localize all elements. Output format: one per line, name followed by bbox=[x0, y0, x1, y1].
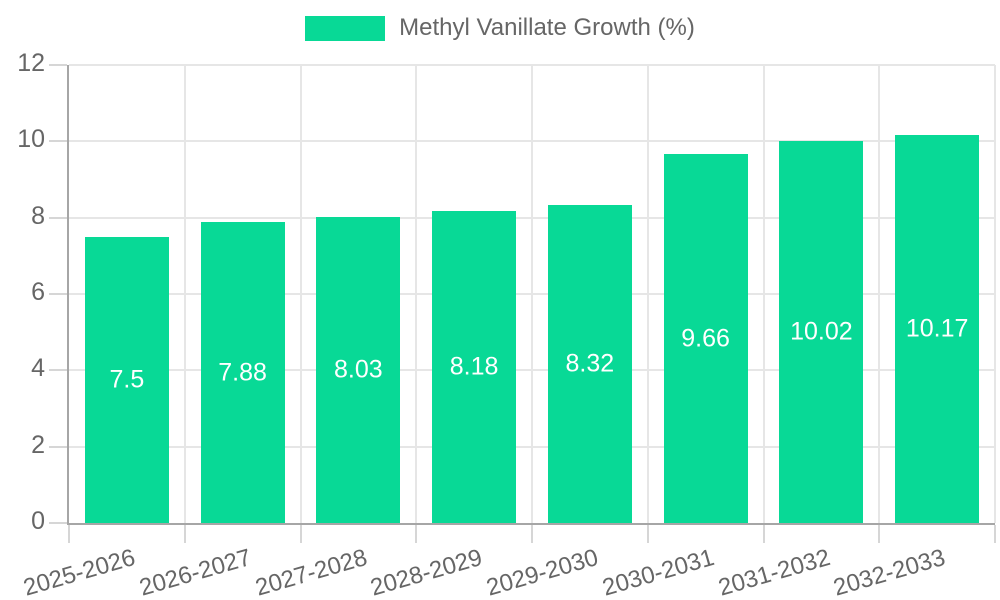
x-axis-label: 2028-2029 bbox=[367, 544, 486, 600]
x-axis-label: 2026-2027 bbox=[136, 544, 255, 600]
gridline-vertical bbox=[183, 65, 186, 523]
x-axis-tick bbox=[646, 525, 649, 543]
bar[interactable]: 8.18 bbox=[432, 210, 517, 523]
legend-label: Methyl Vanillate Growth (%) bbox=[399, 14, 695, 41]
x-axis-tick bbox=[415, 525, 418, 543]
y-axis-label: 4 bbox=[31, 354, 45, 383]
x-axis-tick bbox=[183, 525, 186, 543]
gridline-vertical bbox=[878, 65, 881, 523]
y-axis-tick bbox=[49, 140, 67, 143]
bar[interactable]: 8.03 bbox=[316, 216, 401, 523]
bar-value-label: 10.17 bbox=[905, 314, 969, 343]
x-axis-tick bbox=[68, 525, 70, 543]
y-axis-tick bbox=[49, 216, 67, 219]
x-axis-label: 2027-2028 bbox=[252, 544, 370, 600]
bar[interactable]: 7.88 bbox=[200, 222, 285, 523]
y-axis-label: 0 bbox=[31, 507, 45, 536]
x-axis-tick bbox=[762, 525, 765, 543]
y-axis-label: 6 bbox=[31, 278, 45, 307]
y-axis-tick bbox=[49, 293, 67, 295]
gridline-vertical bbox=[646, 65, 649, 523]
y-axis-tick bbox=[49, 369, 67, 372]
plot-area: 0 2 4 6 8 10 12 2025-2026 2026-2027 2027-2028 2028… bbox=[17, 49, 996, 600]
x-axis-tick bbox=[531, 525, 533, 543]
bar-value-label: 10.02 bbox=[790, 317, 853, 346]
x-axis-label: 2029-2030 bbox=[483, 544, 602, 600]
gridline-vertical bbox=[531, 65, 533, 523]
y-axis-label: 2 bbox=[31, 430, 45, 459]
x-axis-tick bbox=[299, 525, 302, 543]
y-axis-label: 12 bbox=[17, 49, 45, 78]
x-axis-tick bbox=[878, 525, 881, 543]
bar[interactable]: 9.66 bbox=[663, 154, 748, 523]
bar[interactable]: 7.5 bbox=[84, 236, 169, 523]
x-axis-label: 2032-2033 bbox=[830, 544, 949, 600]
y-axis-label: 10 bbox=[17, 125, 45, 154]
legend-item[interactable]: Methyl Vanillate Growth (%) bbox=[0, 14, 1000, 42]
y-axis-tick bbox=[49, 445, 67, 448]
bar[interactable]: 10.02 bbox=[779, 140, 864, 523]
gridline-vertical bbox=[299, 65, 302, 523]
bar-value-label: 8.18 bbox=[449, 352, 499, 381]
gridline-vertical bbox=[994, 65, 996, 523]
bar[interactable]: 10.17 bbox=[895, 134, 980, 523]
gridline-vertical bbox=[415, 65, 418, 523]
bar-value-label: 8.32 bbox=[565, 349, 615, 378]
x-axis-label: 2025-2026 bbox=[20, 544, 139, 600]
bar[interactable]: 8.32 bbox=[547, 205, 632, 523]
y-axis-label: 8 bbox=[31, 201, 45, 230]
bar-value-label: 9.66 bbox=[681, 324, 730, 353]
y-axis-tick bbox=[49, 522, 67, 524]
x-axis-label: 2031-2032 bbox=[715, 544, 833, 600]
bar-value-label: 7.88 bbox=[218, 358, 267, 387]
gridline-vertical bbox=[762, 65, 765, 523]
x-axis-tick bbox=[994, 525, 996, 543]
bar-value-label: 8.03 bbox=[334, 355, 383, 384]
legend-swatch bbox=[305, 15, 386, 41]
x-axis-label: 2030-2031 bbox=[599, 544, 718, 600]
bar-value-label: 7.5 bbox=[109, 365, 145, 394]
y-axis-tick bbox=[49, 64, 67, 66]
